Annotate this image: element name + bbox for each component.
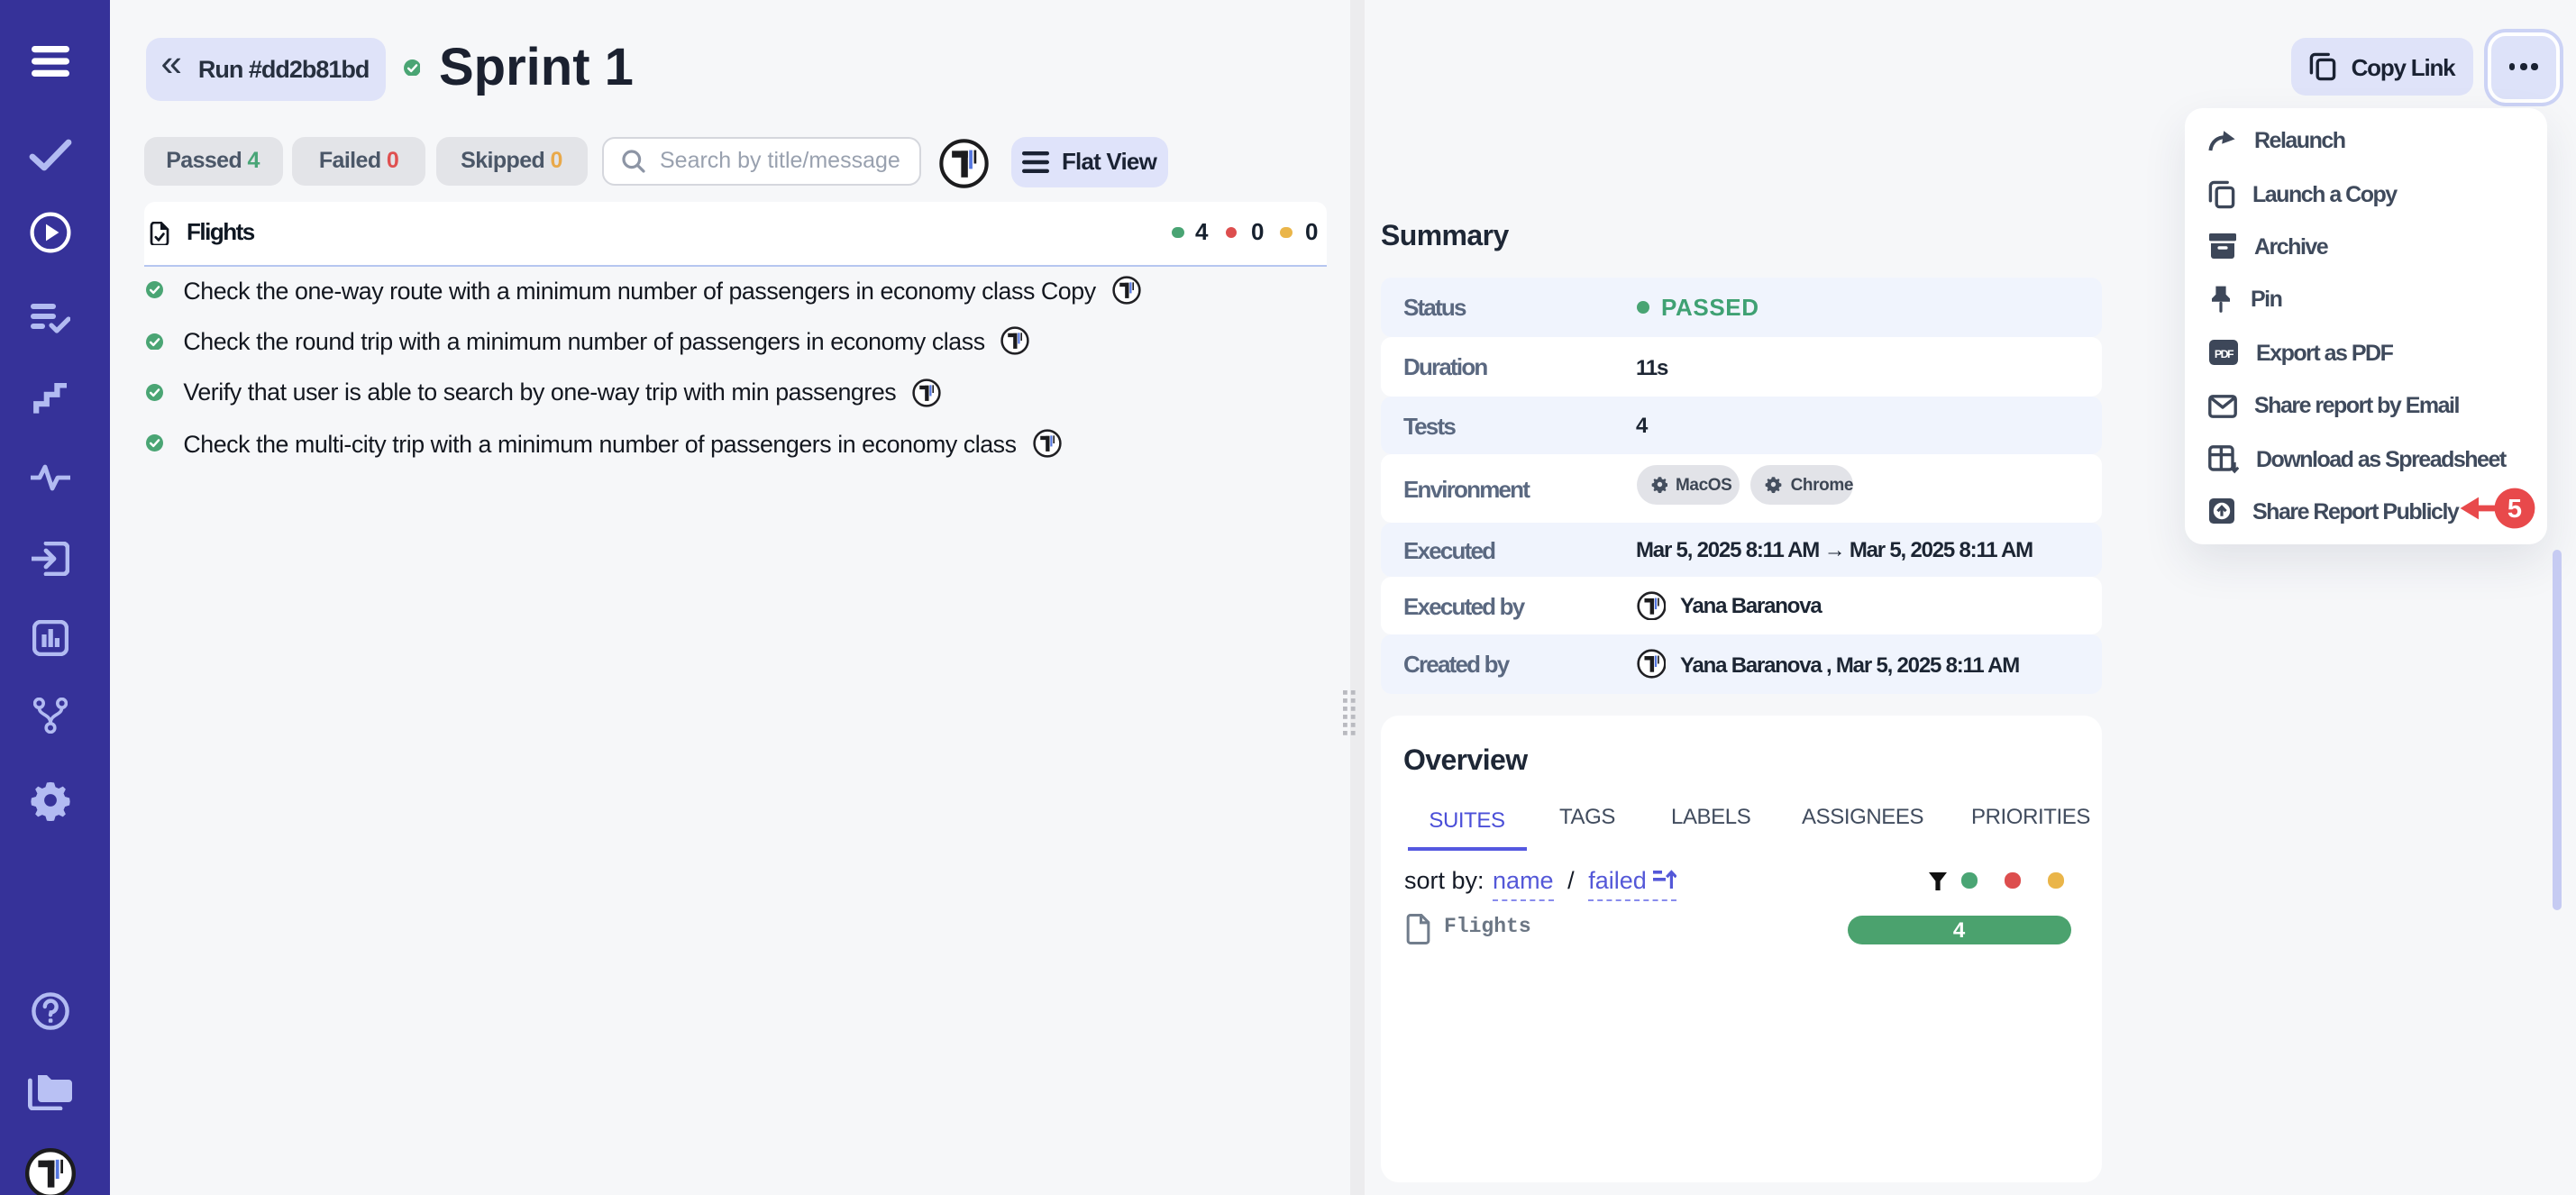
svg-text:PDF: PDF — [2214, 348, 2233, 360]
svg-text:5: 5 — [2507, 494, 2522, 523]
